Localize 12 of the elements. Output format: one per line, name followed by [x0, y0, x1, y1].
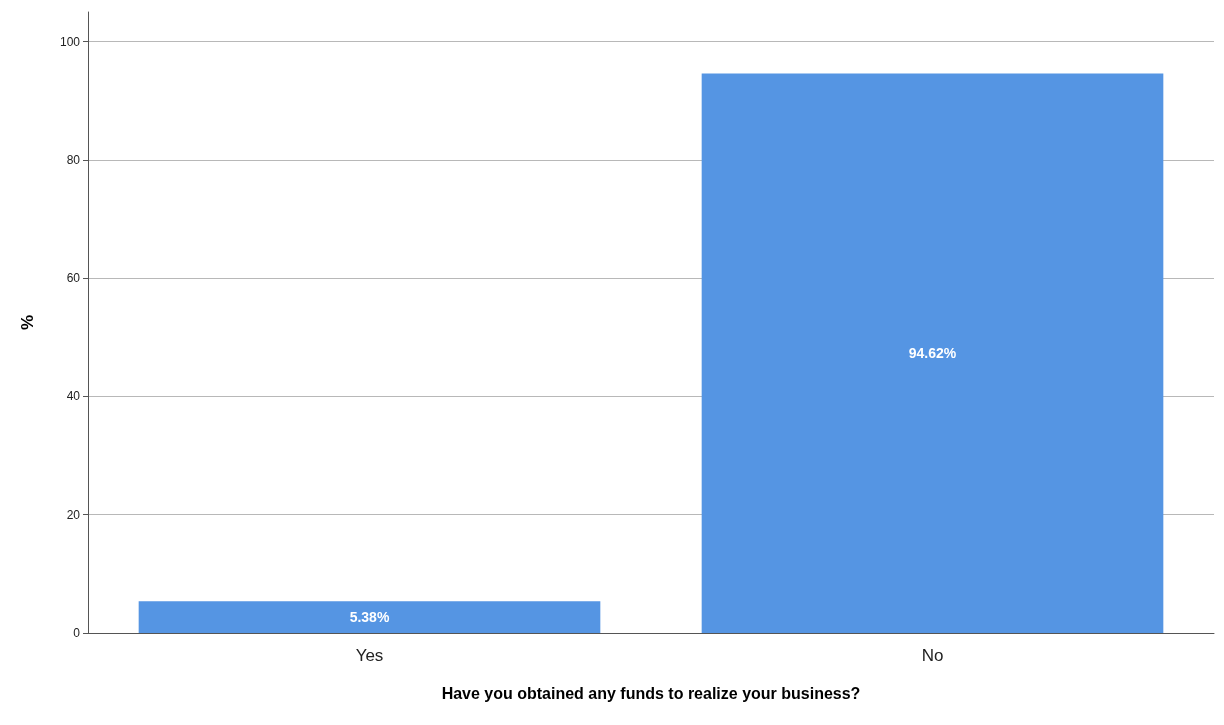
y-tick-label: 80 [66, 152, 81, 167]
x-axis-title: Have you obtained any funds to realize your business? [441, 684, 861, 702]
data-label: 5.38% [349, 609, 390, 626]
y-tick-label: 20 [66, 507, 81, 522]
data-label: 94.62% [908, 345, 957, 362]
x-tick-label: Yes [355, 646, 384, 665]
y-tick-label: 60 [66, 271, 81, 286]
y-tick-label: 40 [66, 389, 81, 404]
x-tick-label: No [921, 646, 944, 665]
y-tick-label: 0 [73, 626, 81, 640]
y-axis-title: % [18, 314, 37, 331]
y-tick-label: 100 [59, 34, 81, 49]
